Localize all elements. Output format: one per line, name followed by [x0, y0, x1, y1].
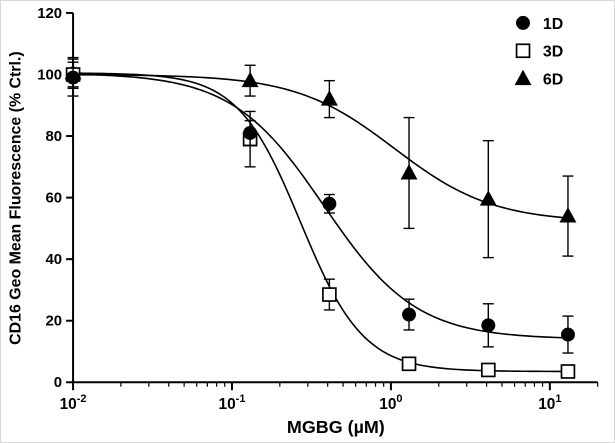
legend-item-1D: 1D	[516, 16, 563, 33]
series-3D	[65, 61, 576, 379]
fit-curves	[73, 72, 572, 373]
fit-curve-6D	[73, 73, 572, 220]
y-tick-label: 40	[46, 251, 63, 268]
x-axis-label: MGBG (µM)	[287, 417, 385, 437]
legend-item-3D: 3D	[515, 43, 563, 61]
legend-label: 3D	[543, 44, 563, 61]
y-tick-label: 0	[54, 374, 62, 391]
y-tick-label: 80	[46, 128, 63, 145]
legend-item-6D: 6D	[514, 69, 563, 89]
x-tick-label: 10-1	[219, 393, 246, 413]
legend-label: 1D	[543, 16, 563, 33]
x-tick-label: 10-2	[60, 393, 87, 413]
y-tick-label: 100	[37, 66, 62, 83]
legend-label: 6D	[543, 72, 563, 89]
legend: 1D 3D 6D	[514, 16, 563, 89]
data-points	[64, 56, 577, 379]
series-6D	[64, 56, 577, 259]
x-tick-label: 100	[379, 393, 402, 413]
y-tick-label: 20	[46, 313, 63, 330]
y-tick-label: 60	[46, 190, 63, 207]
x-tick-label: 101	[538, 393, 561, 413]
fit-curve-3D	[73, 72, 572, 373]
axes: 0 20 40 60 80 100 120 10-2 10-1 100 101	[37, 5, 599, 413]
series-1D	[66, 58, 575, 354]
y-axis-label: CD16 Geo Mean Fluorescence (% Ctrl.)	[7, 51, 24, 344]
y-tick-label: 120	[37, 5, 62, 22]
